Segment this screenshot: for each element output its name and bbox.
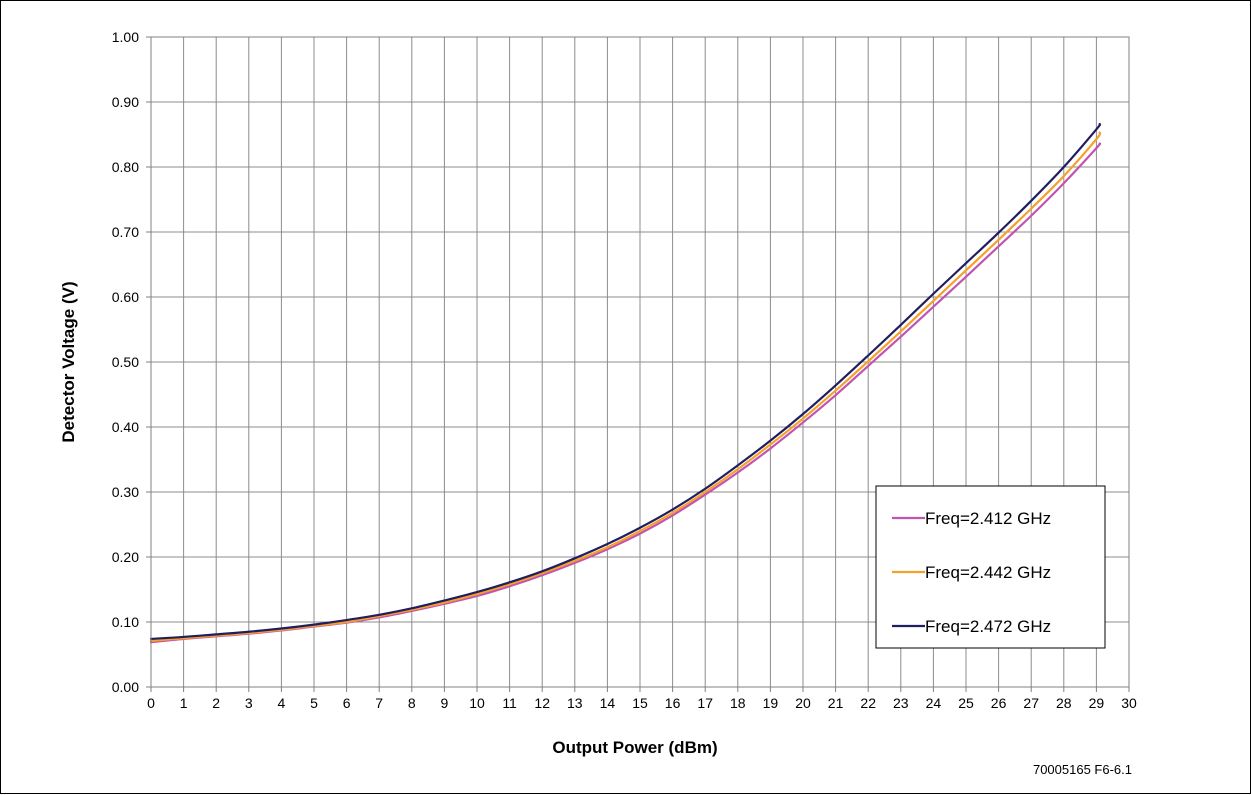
- figure-id-annotation: 70005165 F6-6.1: [1033, 762, 1132, 777]
- y-axis-title: Detector Voltage (V): [59, 281, 78, 442]
- y-tick-label: 0.00: [112, 679, 139, 695]
- x-tick-label: 29: [1089, 695, 1105, 711]
- y-tick-labels: 0.00 0.10 0.20 0.30 0.40 0.50 0.60 0.70 0.80 0.90…: [112, 29, 139, 695]
- x-tick-label: 5: [310, 695, 318, 711]
- x-tick-label: 14: [600, 695, 616, 711]
- x-axis-title: Output Power (dBm): [552, 738, 717, 757]
- y-tick-label: 0.10: [112, 614, 139, 630]
- x-tick-label: 8: [408, 695, 416, 711]
- y-tick-label: 1.00: [112, 29, 139, 45]
- x-tick-label: 4: [278, 695, 286, 711]
- y-tick-label: 0.90: [112, 94, 139, 110]
- legend-label-3: Freq=2.472 GHz: [925, 617, 1051, 636]
- y-tick-label: 0.20: [112, 549, 139, 565]
- y-tick-label: 0.70: [112, 224, 139, 240]
- series-lines: [149, 123, 1102, 644]
- x-tick-label: 20: [795, 695, 811, 711]
- y-tick-label: 0.40: [112, 419, 139, 435]
- y-tick-label: 0.30: [112, 484, 139, 500]
- y-tick-label: 0.50: [112, 354, 139, 370]
- x-tick-label: 26: [991, 695, 1007, 711]
- x-tick-label: 1: [180, 695, 188, 711]
- x-tick-label: 28: [1056, 695, 1072, 711]
- x-tick-label: 3: [245, 695, 253, 711]
- plot-border: [150, 36, 1130, 688]
- x-tick-label: 16: [665, 695, 681, 711]
- x-tick-label: 22: [860, 695, 876, 711]
- x-tick-label: 7: [375, 695, 383, 711]
- x-tick-labels: 0 1 2 3 4 5 6 7 8 9 10 11 12 13 14 15 16 17 18 19 20 21 22 23 24…: [147, 695, 1137, 711]
- series-line-2: [149, 131, 1102, 642]
- legend: Freq=2.412 GHz Freq=2.442 GHz Freq=2.472 G…: [875, 485, 1106, 649]
- x-tick-label: 9: [441, 695, 449, 711]
- x-tick-label: 0: [147, 695, 155, 711]
- grid-lines: [146, 36, 1130, 692]
- y-tick-label: 0.80: [112, 159, 139, 175]
- x-tick-label: 23: [893, 695, 909, 711]
- x-tick-label: 27: [1023, 695, 1039, 711]
- x-tick-label: 18: [730, 695, 746, 711]
- x-tick-label: 15: [632, 695, 648, 711]
- series-line-3: [149, 123, 1102, 640]
- x-tick-label: 10: [469, 695, 485, 711]
- x-tick-label: 21: [828, 695, 844, 711]
- x-tick-label: 17: [697, 695, 713, 711]
- x-tick-label: 11: [502, 695, 517, 711]
- x-tick-label: 25: [958, 695, 974, 711]
- legend-label-1: Freq=2.412 GHz: [925, 509, 1051, 528]
- y-tick-label: 0.60: [112, 289, 139, 305]
- x-tick-label: 13: [567, 695, 583, 711]
- x-tick-label: 19: [763, 695, 779, 711]
- x-tick-label: 6: [343, 695, 351, 711]
- legend-box: [875, 485, 1106, 649]
- x-tick-label: 12: [534, 695, 550, 711]
- x-tick-label: 2: [212, 695, 220, 711]
- x-tick-label: 30: [1121, 695, 1137, 711]
- x-tick-label: 24: [926, 695, 942, 711]
- legend-label-2: Freq=2.442 GHz: [925, 563, 1051, 582]
